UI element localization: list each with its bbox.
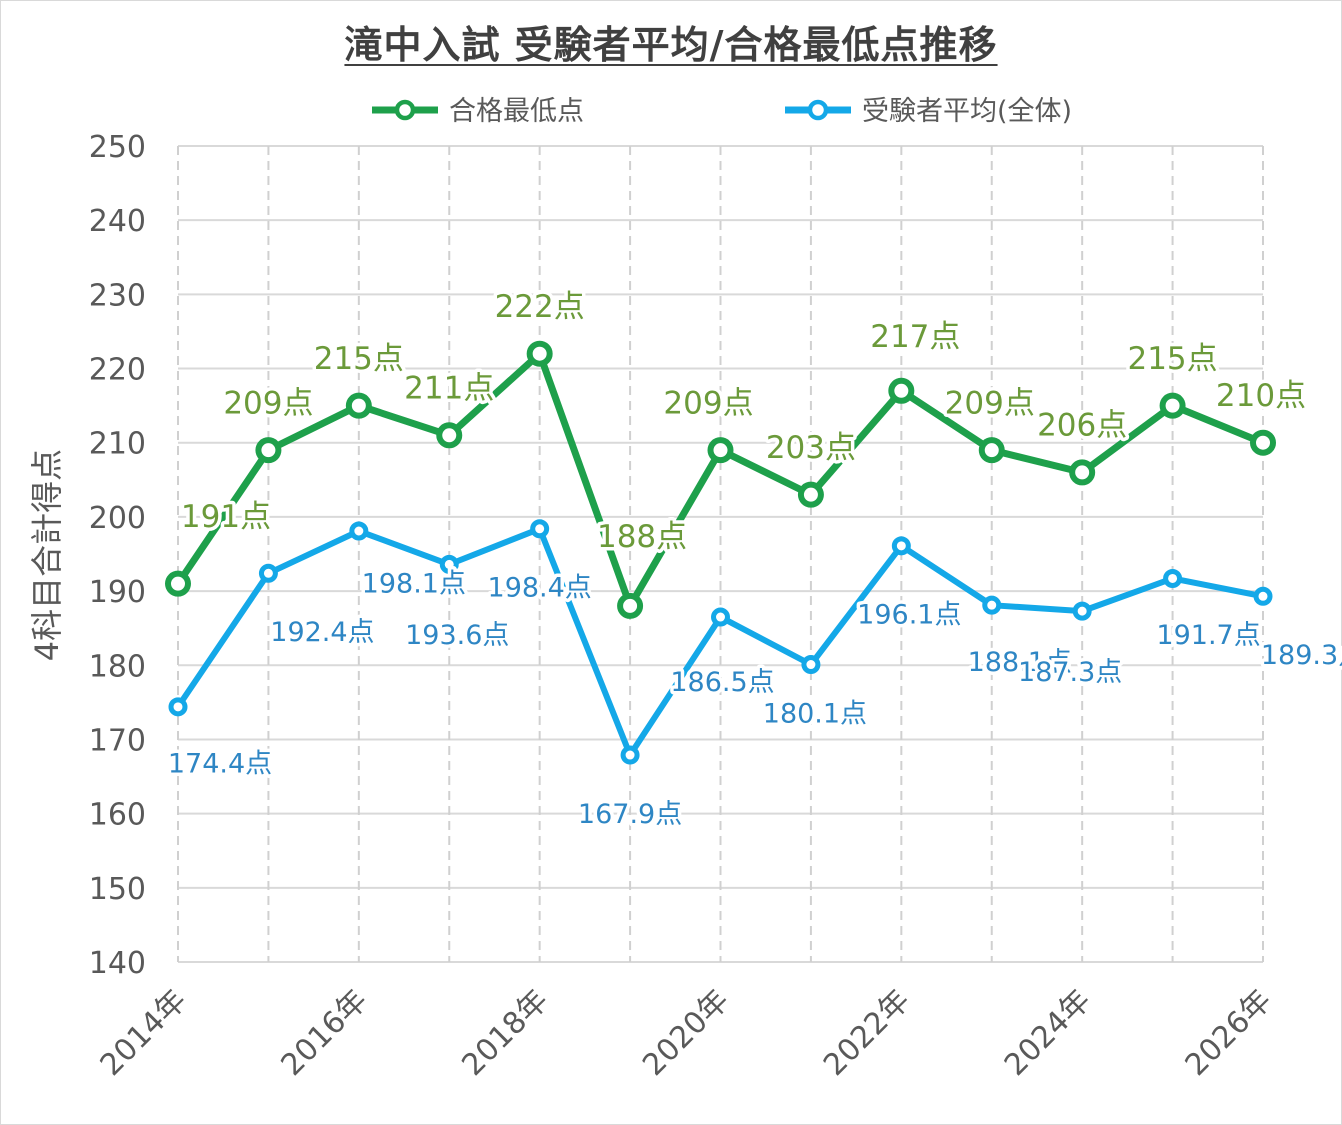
data-point xyxy=(1253,586,1273,606)
data-label: 187.3点 xyxy=(1018,657,1122,688)
legend-entry: 受験者平均(全体) xyxy=(862,96,1072,127)
x-tick-label: 2014年 xyxy=(94,983,194,1083)
data-point xyxy=(1250,429,1276,456)
legend: 合格最低点 受験者平均(全体) xyxy=(372,96,1072,127)
data-point xyxy=(530,519,550,539)
data-label: 188.1点 xyxy=(968,647,1072,678)
data-point xyxy=(168,697,188,717)
data-label: 215点 xyxy=(1127,341,1217,377)
data-label: 196.1点 xyxy=(857,600,961,631)
y-tick-label: 160 xyxy=(89,798,146,833)
data-point xyxy=(982,595,1002,615)
data-point xyxy=(1159,392,1186,419)
x-tick-label: 2016年 xyxy=(275,983,375,1083)
data-point xyxy=(1072,601,1092,621)
data-point xyxy=(891,536,911,556)
legend-marker xyxy=(807,99,829,121)
y-tick-label: 170 xyxy=(89,723,146,758)
data-label: 211点 xyxy=(404,370,494,406)
y-tick-label: 150 xyxy=(89,872,146,907)
data-point xyxy=(349,521,369,541)
data-label: 198.1点 xyxy=(362,569,466,600)
data-point xyxy=(801,655,821,675)
data-label: 210点 xyxy=(1216,378,1306,414)
y-tick-label: 230 xyxy=(89,278,146,313)
data-point xyxy=(620,745,640,765)
legend-marker xyxy=(394,99,416,121)
series-group xyxy=(165,340,1276,765)
y-tick-label: 190 xyxy=(89,575,146,610)
data-point xyxy=(888,377,915,404)
data-point xyxy=(526,340,553,367)
data-label: 209点 xyxy=(945,385,1035,421)
data-point xyxy=(711,607,730,627)
data-point xyxy=(617,592,644,619)
x-tick-label: 2020年 xyxy=(636,983,736,1083)
x-tick-label: 2024年 xyxy=(998,983,1098,1083)
data-point xyxy=(436,422,463,449)
x-tick-label: 2022年 xyxy=(817,983,917,1083)
data-label: 203点 xyxy=(766,430,856,466)
legend-entry: 合格最低点 xyxy=(449,96,584,127)
data-point xyxy=(1163,568,1183,588)
x-tick-label: 2026年 xyxy=(1179,983,1279,1083)
data-label: 209点 xyxy=(663,385,753,421)
data-label: 192.4点 xyxy=(270,617,374,648)
data-label: 193.6点 xyxy=(405,620,509,651)
data-point xyxy=(707,437,734,464)
data-label: 206点 xyxy=(1037,408,1127,444)
data-label: 198.4点 xyxy=(488,572,592,603)
data-point xyxy=(797,481,824,508)
data-label: 222点 xyxy=(495,289,585,325)
data-label: 191.7点 xyxy=(1156,620,1260,651)
data-label: 189.3点 xyxy=(1261,640,1342,671)
data-point xyxy=(258,563,278,583)
y-tick-label: 240 xyxy=(89,204,146,239)
data-label: 186.5点 xyxy=(670,667,774,698)
grid-lines xyxy=(177,145,1264,963)
data-point xyxy=(439,554,459,574)
data-point xyxy=(345,392,372,419)
chart-title: 滝中入試 受験者平均/合格最低点推移 xyxy=(344,23,998,67)
data-label: 180.1点 xyxy=(763,698,867,729)
y-tick-label: 210 xyxy=(89,427,146,462)
data-point xyxy=(255,437,282,464)
x-tick-label: 2018年 xyxy=(455,983,555,1083)
x-axis-ticks: 2014年 2016年 2018年 2020年 2022年 2024年 2026年 xyxy=(94,983,1279,1083)
data-label: 191点 xyxy=(181,499,271,535)
y-tick-label: 220 xyxy=(89,353,146,388)
y-axis-ticks: 140 150 160 170 180 190 200 210 220 230 240 250 xyxy=(89,130,146,981)
y-axis-label: 4科目合計得点 xyxy=(28,449,66,661)
y-tick-label: 180 xyxy=(89,649,146,684)
data-point xyxy=(1069,459,1096,486)
y-tick-label: 200 xyxy=(89,501,146,536)
data-point xyxy=(165,570,191,597)
data-label: 167.9点 xyxy=(578,799,682,830)
data-label: 174.4点 xyxy=(168,749,272,780)
data-label: 215点 xyxy=(314,341,404,377)
data-label: 217点 xyxy=(870,319,960,355)
data-label: 188点 xyxy=(597,519,687,555)
y-tick-label: 140 xyxy=(89,946,146,981)
data-labels: 191点209点215点211点222点188点209点203点217点209点… xyxy=(164,285,1342,833)
y-tick-label: 250 xyxy=(89,130,146,165)
data-point xyxy=(978,437,1005,464)
data-label: 209点 xyxy=(223,385,313,421)
